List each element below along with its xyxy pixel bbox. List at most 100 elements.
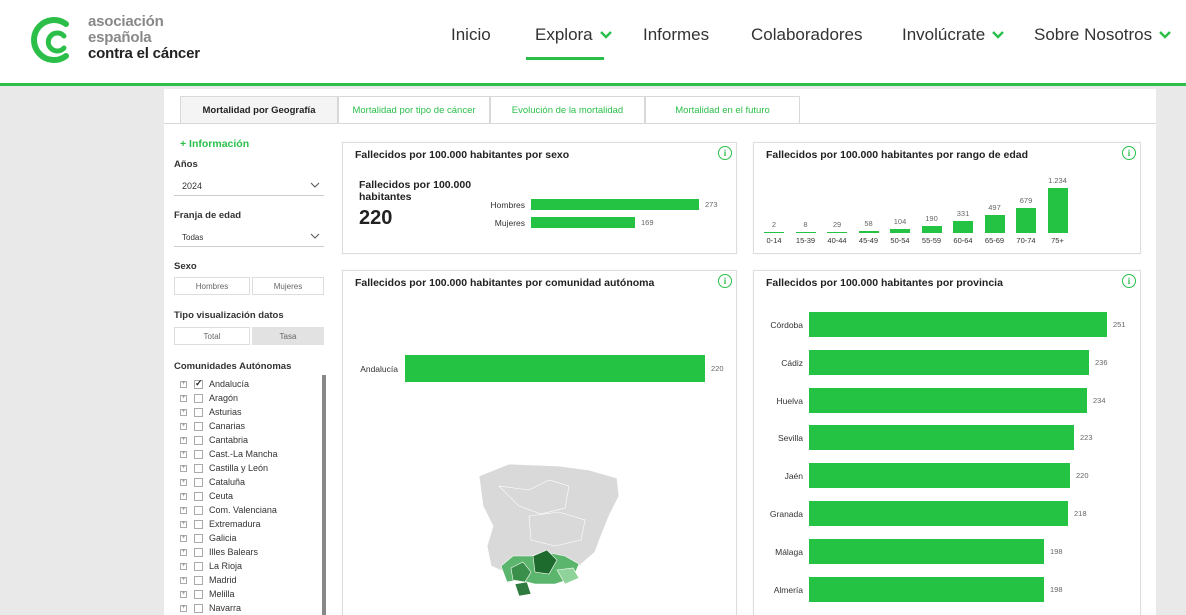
nav-colaboradores[interactable]: Colaboradores bbox=[751, 25, 863, 45]
community-item[interactable]: + Navarra bbox=[180, 601, 320, 615]
expand-icon[interactable]: + bbox=[180, 576, 187, 584]
community-checkbox[interactable] bbox=[194, 378, 203, 389]
expand-icon[interactable]: + bbox=[180, 436, 187, 444]
community-checkbox[interactable] bbox=[194, 561, 203, 571]
community-item[interactable]: + Madrid bbox=[180, 573, 320, 587]
sex-button-mujeres[interactable]: Mujeres bbox=[252, 277, 324, 295]
expand-icon[interactable]: + bbox=[180, 562, 187, 570]
community-checkbox[interactable] bbox=[194, 533, 203, 543]
community-item[interactable]: + Andalucía bbox=[180, 377, 320, 391]
expand-icon[interactable]: + bbox=[180, 478, 187, 486]
bar[interactable] bbox=[809, 349, 1089, 375]
community-item[interactable]: + Cataluña bbox=[180, 475, 320, 489]
viz-button-tasa[interactable]: Tasa bbox=[252, 327, 324, 345]
bar[interactable] bbox=[827, 232, 847, 233]
expand-icon[interactable]: + bbox=[180, 506, 187, 514]
community-checkbox[interactable] bbox=[194, 505, 203, 515]
nav-involucrate[interactable]: Involúcrate bbox=[902, 25, 1005, 45]
expand-icon[interactable]: + bbox=[180, 590, 187, 598]
tab-geografia[interactable]: Mortalidad por Geografía bbox=[180, 96, 338, 124]
bar[interactable] bbox=[764, 232, 784, 233]
age-dropdown[interactable]: Todas bbox=[174, 229, 324, 247]
info-icon[interactable]: i bbox=[718, 274, 732, 288]
expand-icon[interactable]: + bbox=[180, 604, 187, 612]
bar[interactable] bbox=[858, 231, 879, 233]
community-item[interactable]: + Extremadura bbox=[180, 517, 320, 531]
community-checkbox[interactable] bbox=[194, 477, 203, 487]
bar[interactable] bbox=[1016, 208, 1036, 233]
expand-icon[interactable]: + bbox=[180, 548, 187, 556]
info-icon[interactable]: i bbox=[718, 146, 732, 160]
bar[interactable] bbox=[953, 221, 973, 233]
tab-evolucion[interactable]: Evolución de la mortalidad bbox=[490, 96, 645, 124]
expand-icon[interactable]: + bbox=[180, 394, 187, 402]
community-item[interactable]: + Asturias bbox=[180, 405, 320, 419]
community-checkbox[interactable] bbox=[194, 449, 203, 459]
info-icon[interactable]: i bbox=[1122, 146, 1136, 160]
community-item[interactable]: + Cantabria bbox=[180, 433, 320, 447]
community-item[interactable]: + Ceuta bbox=[180, 489, 320, 503]
bar[interactable] bbox=[531, 217, 635, 228]
community-item[interactable]: + Aragón bbox=[180, 391, 320, 405]
info-link[interactable]: + Información bbox=[180, 138, 250, 150]
community-item[interactable]: + Com. Valenciana bbox=[180, 503, 320, 517]
tab-futuro[interactable]: Mortalidad en el futuro bbox=[645, 96, 800, 124]
expand-icon[interactable]: + bbox=[180, 450, 187, 458]
nav-explora[interactable]: Explora bbox=[535, 25, 613, 45]
expand-icon[interactable]: + bbox=[180, 520, 187, 528]
community-item[interactable]: + La Rioja bbox=[180, 559, 320, 573]
community-checkbox[interactable] bbox=[194, 407, 203, 417]
community-checkbox[interactable] bbox=[194, 393, 203, 403]
community-checkbox[interactable] bbox=[194, 589, 203, 599]
nav-inicio[interactable]: Inicio bbox=[451, 25, 491, 45]
expand-icon[interactable]: + bbox=[180, 534, 187, 542]
bar[interactable] bbox=[795, 232, 816, 233]
sex-button-hombres[interactable]: Hombres bbox=[174, 277, 250, 295]
bar[interactable] bbox=[809, 501, 1068, 526]
bar[interactable] bbox=[809, 538, 1044, 564]
community-checkbox[interactable] bbox=[194, 435, 203, 445]
viz-button-total[interactable]: Total bbox=[174, 327, 250, 345]
nav-informes[interactable]: Informes bbox=[643, 25, 709, 45]
community-item[interactable]: + Illes Balears bbox=[180, 545, 320, 559]
bar[interactable] bbox=[809, 387, 1087, 413]
bar[interactable] bbox=[921, 226, 942, 233]
bar[interactable] bbox=[809, 463, 1070, 489]
nav-sobre-nosotros[interactable]: Sobre Nosotros bbox=[1034, 25, 1172, 45]
years-dropdown[interactable]: 2024 bbox=[174, 178, 324, 196]
spain-map[interactable] bbox=[469, 456, 629, 606]
aecc-logo[interactable]: asociación española contra el cáncer bbox=[26, 10, 226, 70]
bar[interactable] bbox=[405, 355, 705, 382]
community-item[interactable]: + Galicia bbox=[180, 531, 320, 545]
expand-icon[interactable]: + bbox=[180, 422, 187, 430]
map-cadiz[interactable] bbox=[514, 581, 532, 597]
community-item[interactable]: + Melilla bbox=[180, 587, 320, 601]
bar[interactable] bbox=[809, 312, 1107, 337]
bar[interactable] bbox=[984, 215, 1005, 233]
tab-tipo-cancer[interactable]: Mortalidad por tipo de cáncer bbox=[338, 96, 490, 124]
map-cordoba[interactable] bbox=[532, 549, 558, 575]
community-checkbox[interactable] bbox=[194, 463, 203, 473]
community-checkbox[interactable] bbox=[194, 547, 203, 557]
expand-icon[interactable]: + bbox=[180, 492, 187, 500]
community-checkbox[interactable] bbox=[194, 491, 203, 501]
community-item[interactable]: + Canarias bbox=[180, 419, 320, 433]
community-item[interactable]: + Castilla y León bbox=[180, 461, 320, 475]
community-checkbox[interactable] bbox=[194, 421, 203, 431]
bar[interactable] bbox=[809, 425, 1074, 451]
bar[interactable] bbox=[1047, 188, 1068, 233]
expand-icon[interactable]: + bbox=[180, 464, 187, 472]
expand-icon[interactable]: + bbox=[180, 380, 187, 388]
info-icon[interactable]: i bbox=[1122, 274, 1136, 288]
bar[interactable] bbox=[809, 576, 1044, 602]
map-sevilla[interactable] bbox=[510, 561, 532, 583]
bar[interactable] bbox=[890, 229, 910, 233]
expand-icon[interactable]: + bbox=[180, 408, 187, 416]
community-item[interactable]: + Cast.-La Mancha bbox=[180, 447, 320, 461]
bar[interactable] bbox=[531, 199, 699, 210]
community-checkbox[interactable] bbox=[194, 575, 203, 585]
communities-scrollbar[interactable] bbox=[322, 375, 326, 615]
community-checkbox[interactable] bbox=[194, 603, 203, 613]
map-almeria[interactable] bbox=[556, 567, 580, 585]
community-checkbox[interactable] bbox=[194, 519, 203, 529]
